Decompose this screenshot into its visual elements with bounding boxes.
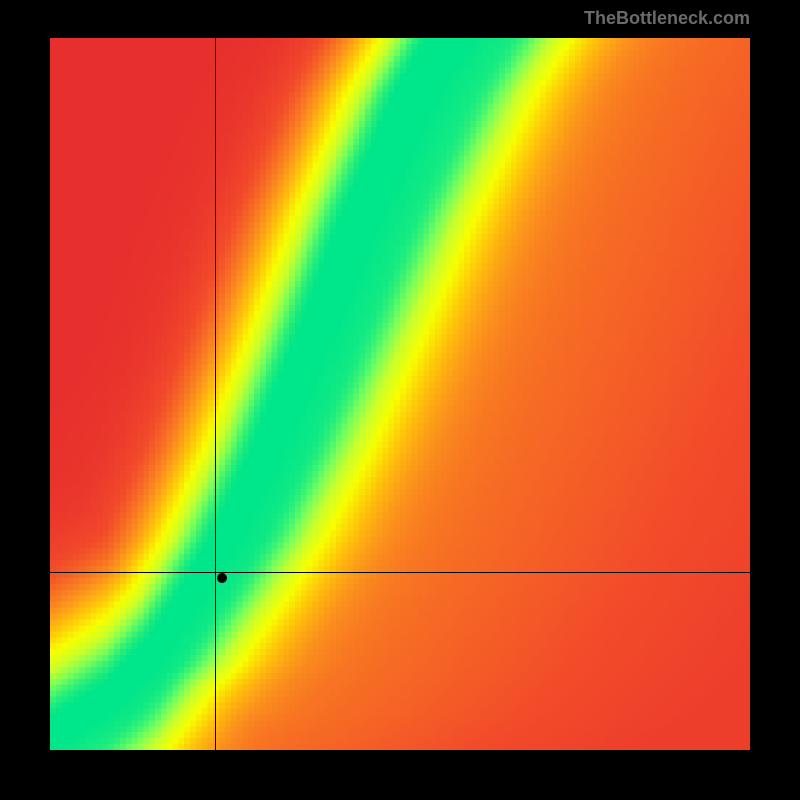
heatmap-plot	[50, 38, 750, 750]
heatmap-canvas	[50, 38, 750, 750]
watermark-text: TheBottleneck.com	[584, 8, 750, 29]
crosshair-horizontal	[50, 572, 750, 573]
data-point-marker	[217, 573, 227, 583]
crosshair-vertical	[215, 38, 216, 750]
